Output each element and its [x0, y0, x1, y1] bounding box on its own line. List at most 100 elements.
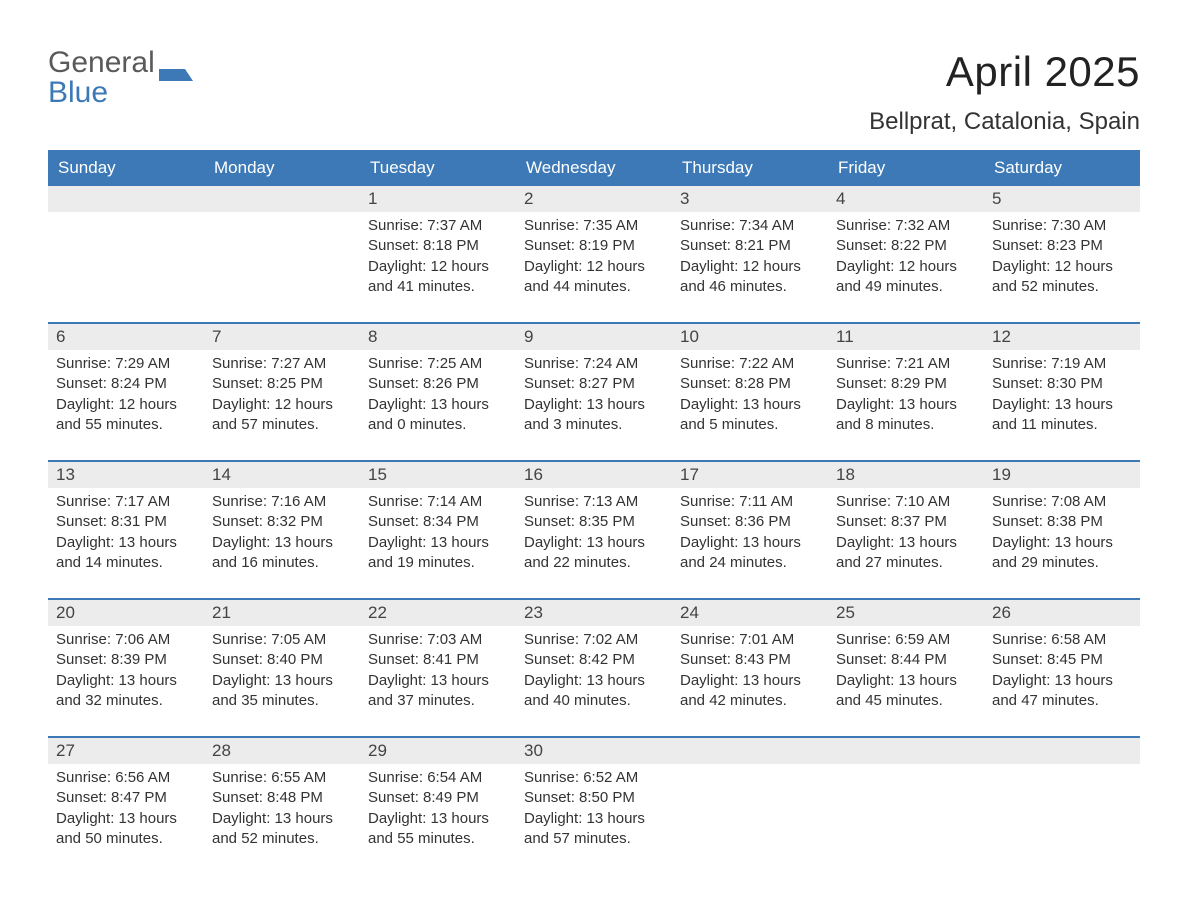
day-number: 2 [516, 186, 672, 212]
day-number: 23 [516, 600, 672, 626]
weekday-header-row: SundayMondayTuesdayWednesdayThursdayFrid… [48, 150, 1140, 186]
day-number: 8 [360, 324, 516, 350]
day-cell: 24Sunrise: 7:01 AMSunset: 8:43 PMDayligh… [672, 600, 828, 718]
weekday-monday: Monday [204, 150, 360, 186]
day-body: Sunrise: 7:06 AMSunset: 8:39 PMDaylight:… [48, 626, 204, 717]
day-number: 21 [204, 600, 360, 626]
day-cell: 19Sunrise: 7:08 AMSunset: 8:38 PMDayligh… [984, 462, 1140, 580]
day-number: 30 [516, 738, 672, 764]
day-number: 13 [48, 462, 204, 488]
logo-text-general: General [48, 46, 155, 79]
weekday-saturday: Saturday [984, 150, 1140, 186]
day-body: Sunrise: 7:35 AMSunset: 8:19 PMDaylight:… [516, 212, 672, 303]
day-body: Sunrise: 7:17 AMSunset: 8:31 PMDaylight:… [48, 488, 204, 579]
day-body: Sunrise: 7:02 AMSunset: 8:42 PMDaylight:… [516, 626, 672, 717]
day-number [48, 186, 204, 212]
day-cell: 5Sunrise: 7:30 AMSunset: 8:23 PMDaylight… [984, 186, 1140, 304]
day-cell: 30Sunrise: 6:52 AMSunset: 8:50 PMDayligh… [516, 738, 672, 856]
day-body [828, 764, 984, 774]
weekday-friday: Friday [828, 150, 984, 186]
day-cell: 25Sunrise: 6:59 AMSunset: 8:44 PMDayligh… [828, 600, 984, 718]
day-number: 18 [828, 462, 984, 488]
day-body: Sunrise: 7:11 AMSunset: 8:36 PMDaylight:… [672, 488, 828, 579]
day-cell: 20Sunrise: 7:06 AMSunset: 8:39 PMDayligh… [48, 600, 204, 718]
day-number: 3 [672, 186, 828, 212]
day-cell: 11Sunrise: 7:21 AMSunset: 8:29 PMDayligh… [828, 324, 984, 442]
day-number: 5 [984, 186, 1140, 212]
day-number: 26 [984, 600, 1140, 626]
calendar: SundayMondayTuesdayWednesdayThursdayFrid… [48, 150, 1140, 856]
day-cell: 17Sunrise: 7:11 AMSunset: 8:36 PMDayligh… [672, 462, 828, 580]
day-cell: 28Sunrise: 6:55 AMSunset: 8:48 PMDayligh… [204, 738, 360, 856]
day-body [672, 764, 828, 774]
day-cell: 14Sunrise: 7:16 AMSunset: 8:32 PMDayligh… [204, 462, 360, 580]
day-number: 11 [828, 324, 984, 350]
day-body: Sunrise: 7:16 AMSunset: 8:32 PMDaylight:… [204, 488, 360, 579]
week-row: 20Sunrise: 7:06 AMSunset: 8:39 PMDayligh… [48, 598, 1140, 718]
month-title: April 2025 [869, 48, 1140, 96]
day-number: 20 [48, 600, 204, 626]
day-number: 19 [984, 462, 1140, 488]
day-body: Sunrise: 7:19 AMSunset: 8:30 PMDaylight:… [984, 350, 1140, 441]
day-body: Sunrise: 6:54 AMSunset: 8:49 PMDaylight:… [360, 764, 516, 855]
day-body: Sunrise: 7:37 AMSunset: 8:18 PMDaylight:… [360, 212, 516, 303]
day-body: Sunrise: 7:34 AMSunset: 8:21 PMDaylight:… [672, 212, 828, 303]
day-number: 1 [360, 186, 516, 212]
day-number: 29 [360, 738, 516, 764]
day-number: 28 [204, 738, 360, 764]
day-cell: 21Sunrise: 7:05 AMSunset: 8:40 PMDayligh… [204, 600, 360, 718]
day-body: Sunrise: 6:56 AMSunset: 8:47 PMDaylight:… [48, 764, 204, 855]
day-cell: 22Sunrise: 7:03 AMSunset: 8:41 PMDayligh… [360, 600, 516, 718]
day-cell [672, 738, 828, 856]
day-body: Sunrise: 7:14 AMSunset: 8:34 PMDaylight:… [360, 488, 516, 579]
day-number: 25 [828, 600, 984, 626]
day-body: Sunrise: 7:05 AMSunset: 8:40 PMDaylight:… [204, 626, 360, 717]
header: General Blue April 2025 Bellprat, Catalo… [48, 48, 1140, 136]
day-cell [204, 186, 360, 304]
location-subtitle: Bellprat, Catalonia, Spain [869, 108, 1140, 136]
day-number: 9 [516, 324, 672, 350]
day-number [204, 186, 360, 212]
day-body: Sunrise: 7:27 AMSunset: 8:25 PMDaylight:… [204, 350, 360, 441]
day-cell: 8Sunrise: 7:25 AMSunset: 8:26 PMDaylight… [360, 324, 516, 442]
day-cell: 4Sunrise: 7:32 AMSunset: 8:22 PMDaylight… [828, 186, 984, 304]
day-number: 10 [672, 324, 828, 350]
day-body [984, 764, 1140, 774]
day-number: 27 [48, 738, 204, 764]
day-body: Sunrise: 7:08 AMSunset: 8:38 PMDaylight:… [984, 488, 1140, 579]
day-body: Sunrise: 7:21 AMSunset: 8:29 PMDaylight:… [828, 350, 984, 441]
day-body: Sunrise: 7:01 AMSunset: 8:43 PMDaylight:… [672, 626, 828, 717]
day-body: Sunrise: 6:55 AMSunset: 8:48 PMDaylight:… [204, 764, 360, 855]
logo-text-blue: Blue [48, 76, 108, 109]
weekday-sunday: Sunday [48, 150, 204, 186]
day-number: 4 [828, 186, 984, 212]
day-cell: 15Sunrise: 7:14 AMSunset: 8:34 PMDayligh… [360, 462, 516, 580]
day-cell: 2Sunrise: 7:35 AMSunset: 8:19 PMDaylight… [516, 186, 672, 304]
day-number: 24 [672, 600, 828, 626]
day-cell [48, 186, 204, 304]
weeks-container: 1Sunrise: 7:37 AMSunset: 8:18 PMDaylight… [48, 186, 1140, 856]
day-body: Sunrise: 6:59 AMSunset: 8:44 PMDaylight:… [828, 626, 984, 717]
day-body: Sunrise: 7:24 AMSunset: 8:27 PMDaylight:… [516, 350, 672, 441]
day-cell: 29Sunrise: 6:54 AMSunset: 8:49 PMDayligh… [360, 738, 516, 856]
day-cell [984, 738, 1140, 856]
logo: General Blue [48, 48, 193, 108]
day-cell: 9Sunrise: 7:24 AMSunset: 8:27 PMDaylight… [516, 324, 672, 442]
day-number: 12 [984, 324, 1140, 350]
week-row: 13Sunrise: 7:17 AMSunset: 8:31 PMDayligh… [48, 460, 1140, 580]
day-body: Sunrise: 7:30 AMSunset: 8:23 PMDaylight:… [984, 212, 1140, 303]
day-cell: 1Sunrise: 7:37 AMSunset: 8:18 PMDaylight… [360, 186, 516, 304]
week-row: 27Sunrise: 6:56 AMSunset: 8:47 PMDayligh… [48, 736, 1140, 856]
day-number: 14 [204, 462, 360, 488]
day-cell: 27Sunrise: 6:56 AMSunset: 8:47 PMDayligh… [48, 738, 204, 856]
day-number [828, 738, 984, 764]
day-body: Sunrise: 7:13 AMSunset: 8:35 PMDaylight:… [516, 488, 672, 579]
day-number: 15 [360, 462, 516, 488]
day-body: Sunrise: 7:32 AMSunset: 8:22 PMDaylight:… [828, 212, 984, 303]
day-number: 17 [672, 462, 828, 488]
day-body: Sunrise: 7:25 AMSunset: 8:26 PMDaylight:… [360, 350, 516, 441]
day-cell [828, 738, 984, 856]
day-body: Sunrise: 7:10 AMSunset: 8:37 PMDaylight:… [828, 488, 984, 579]
day-cell: 6Sunrise: 7:29 AMSunset: 8:24 PMDaylight… [48, 324, 204, 442]
weekday-wednesday: Wednesday [516, 150, 672, 186]
